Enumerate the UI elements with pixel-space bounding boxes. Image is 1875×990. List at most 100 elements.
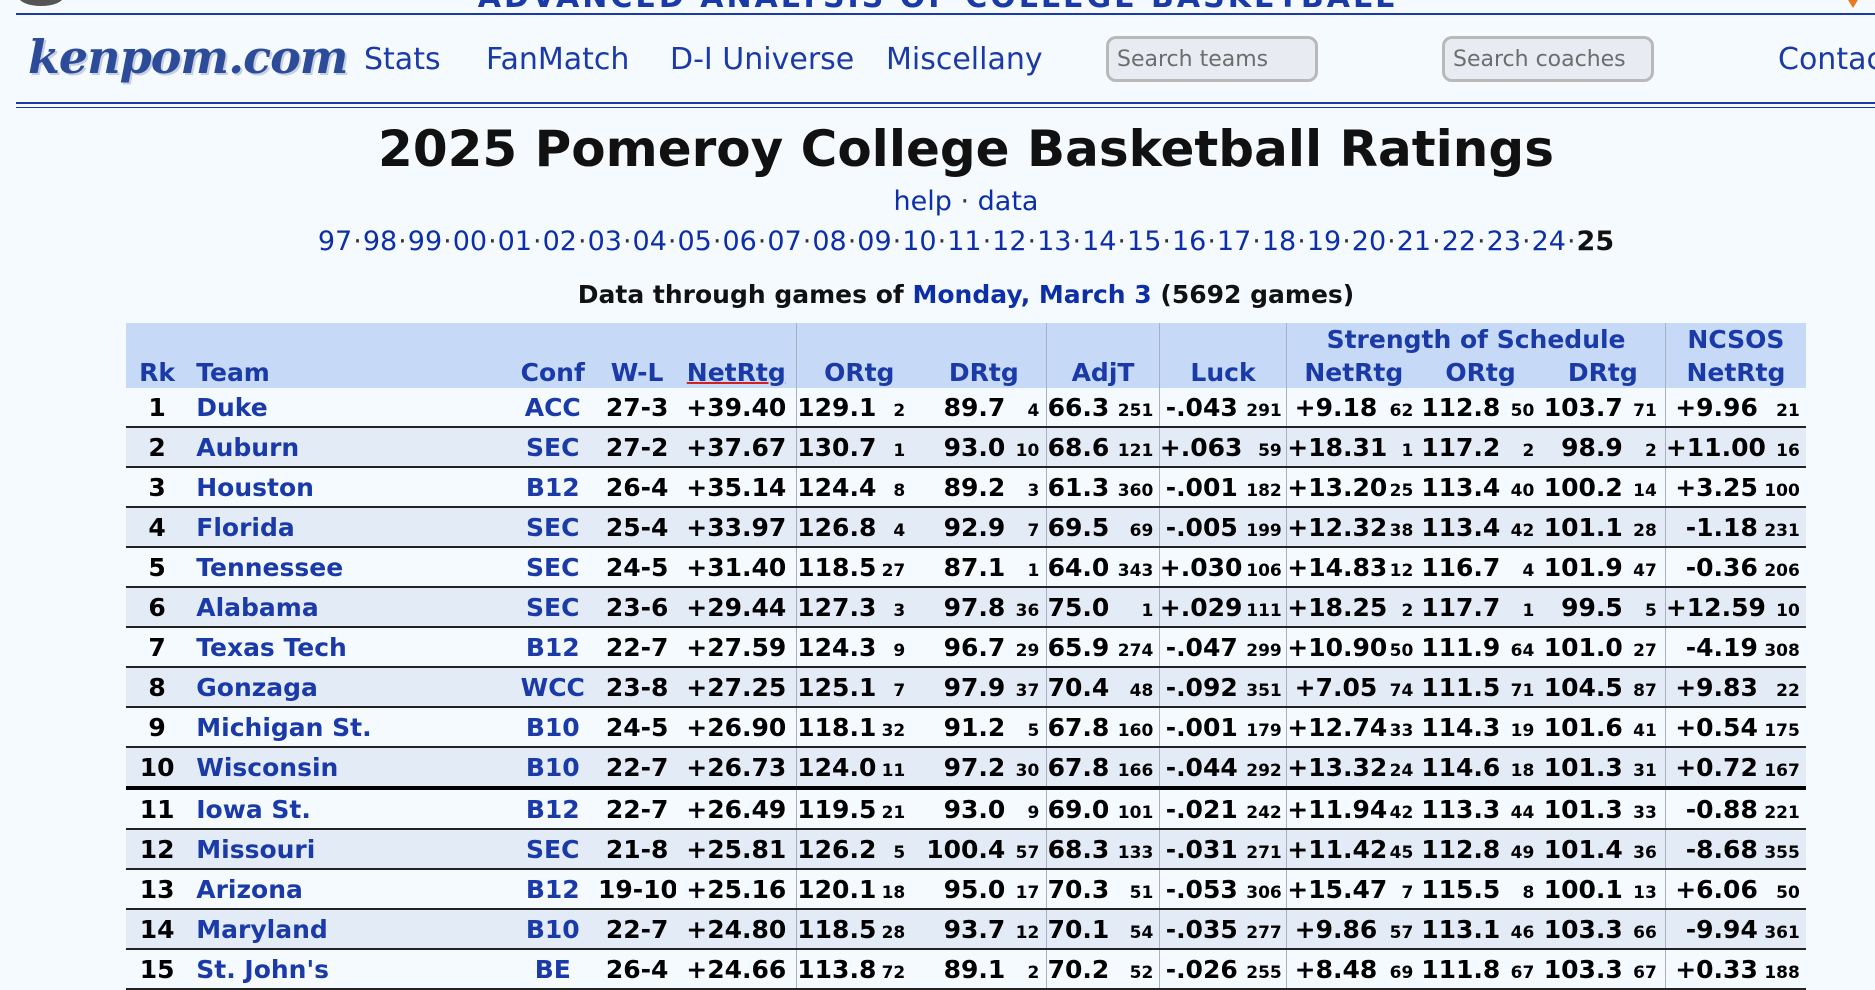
season-link[interactable]: 98 [362,226,398,257]
season-link[interactable]: 09 [857,226,892,257]
ortg-cell: 119.5 21 [796,788,922,830]
team-link[interactable]: Arizona [196,874,303,904]
season-link[interactable]: 22 [1441,226,1477,257]
conf-link[interactable]: B12 [525,632,580,662]
season-link[interactable]: 05 [677,226,712,257]
season-link[interactable]: 00 [452,226,488,257]
conf-link[interactable]: B10 [525,914,580,944]
data-link[interactable]: data [977,186,1039,217]
season-link[interactable]: 23 [1486,226,1521,257]
header-drtg[interactable]: DRtg [921,355,1047,388]
drtg-value: 89.2 [943,472,1006,502]
team-link[interactable]: Missouri [196,834,316,864]
season-link[interactable]: 03 [587,226,622,257]
conf-link[interactable]: B12 [525,794,580,824]
team-link[interactable]: Maryland [196,914,328,944]
site-logo[interactable]: kenpom.com [28,30,348,84]
header-conf[interactable]: Conf [507,355,598,388]
team-link[interactable]: Texas Tech [196,632,347,662]
team-cell: St. John's [188,949,508,990]
ncsos-netrtg-value: +9.96 [1675,392,1758,422]
netrtg-cell: +37.67 [676,427,797,468]
sos-ortg-rank: 44 [1510,802,1535,823]
conf-link[interactable]: WCC [520,672,585,702]
season-link[interactable]: 14 [1082,226,1117,257]
nav-stats[interactable]: Stats [364,42,441,77]
season-link[interactable]: 01 [497,226,533,257]
header-wl[interactable]: W-L [597,355,677,388]
conf-link[interactable]: B10 [525,712,580,742]
season-link[interactable]: 97 [317,226,353,257]
netrtg-cell: +27.25 [676,667,797,708]
sos-drtg-rank: 31 [1633,760,1657,781]
season-link[interactable]: 06 [722,226,757,257]
team-link[interactable]: Alabama [196,592,319,622]
season-link[interactable]: 08 [812,226,847,257]
ortg-value: 118.1 [797,712,877,742]
season-link[interactable]: 12 [992,226,1027,257]
conf-link[interactable]: SEC [526,432,580,462]
season-link[interactable]: 19 [1306,226,1342,257]
header-ortg[interactable]: ORtg [796,355,922,388]
sos-drtg-rank: 67 [1633,962,1657,983]
header-sos-drtg[interactable]: DRtg [1540,355,1666,388]
conf-link[interactable]: SEC [526,592,580,622]
team-link[interactable]: St. John's [196,954,330,984]
header-ncsos-netrtg[interactable]: NetRtg [1664,355,1806,388]
team-link[interactable]: Michigan St. [196,712,372,742]
conf-link[interactable]: SEC [526,552,580,582]
help-link[interactable]: help [893,186,952,217]
season-link[interactable]: 21 [1396,226,1432,257]
team-link[interactable]: Auburn [196,432,300,462]
header-luck[interactable]: Luck [1158,355,1287,388]
season-link[interactable]: 16 [1171,226,1207,257]
season-link[interactable]: 02 [542,226,577,257]
table-row: 11 Iowa St. B12 22-7 +26.49 119.5 21 93.0 9 69.0 1… [126,788,1806,830]
season-link[interactable]: 15 [1127,226,1162,257]
nav-contact[interactable]: Contac [1778,42,1875,77]
season-link[interactable]: 20 [1351,226,1387,257]
conf-link[interactable]: SEC [526,834,580,864]
team-link[interactable]: Iowa St. [196,794,311,824]
team-link[interactable]: Florida [196,512,295,542]
nav-miscellany[interactable]: Miscellany [886,42,1043,77]
conf-link[interactable]: ACC [524,392,581,422]
nav-fanmatch[interactable]: FanMatch [486,42,630,77]
search-coaches-input[interactable] [1442,36,1654,82]
team-link[interactable]: Tennessee [196,552,344,582]
team-cell: Florida [188,507,508,548]
season-link[interactable]: 17 [1216,226,1252,257]
season-link[interactable]: 18 [1261,226,1297,257]
rss-icon[interactable] [1837,0,1869,8]
drtg-rank: 36 [1015,600,1040,621]
search-teams-input[interactable] [1106,36,1318,82]
team-link[interactable]: Duke [196,392,268,422]
season-link[interactable]: 24 [1531,226,1566,257]
nav-d1-universe[interactable]: D-I Universe [670,42,855,77]
season-link[interactable]: 07 [767,226,802,257]
season-separator: · [1432,226,1441,257]
conf-link[interactable]: B12 [525,874,580,904]
header-sos-ortg[interactable]: ORtg [1420,355,1541,388]
sos-netrtg-rank: 1 [1401,440,1414,461]
header-sos-netrtg[interactable]: NetRtg [1286,355,1421,388]
team-link[interactable]: Wisconsin [196,752,339,782]
header-team[interactable]: Team [188,355,508,388]
data-through-date-link[interactable]: Monday, March 3 [912,280,1152,309]
team-link[interactable]: Gonzaga [196,672,318,702]
conf-link[interactable]: B12 [525,472,580,502]
conf-link[interactable]: BE [534,954,571,984]
team-link[interactable]: Houston [196,472,314,502]
header-adjt[interactable]: AdjT [1046,355,1160,388]
header-rk[interactable]: Rk [126,355,189,388]
season-link[interactable]: 99 [407,226,443,257]
season-link[interactable]: 04 [632,226,667,257]
season-link[interactable]: 13 [1037,226,1072,257]
conf-link[interactable]: SEC [526,512,580,542]
season-link[interactable]: 10 [902,226,937,257]
conf-link[interactable]: B10 [525,752,580,782]
season-link[interactable]: 11 [947,226,982,257]
season-separator: · [1522,226,1531,257]
header-netrtg-label[interactable]: NetRtg [686,358,786,387]
header-netrtg[interactable]: NetRtg [676,355,797,388]
